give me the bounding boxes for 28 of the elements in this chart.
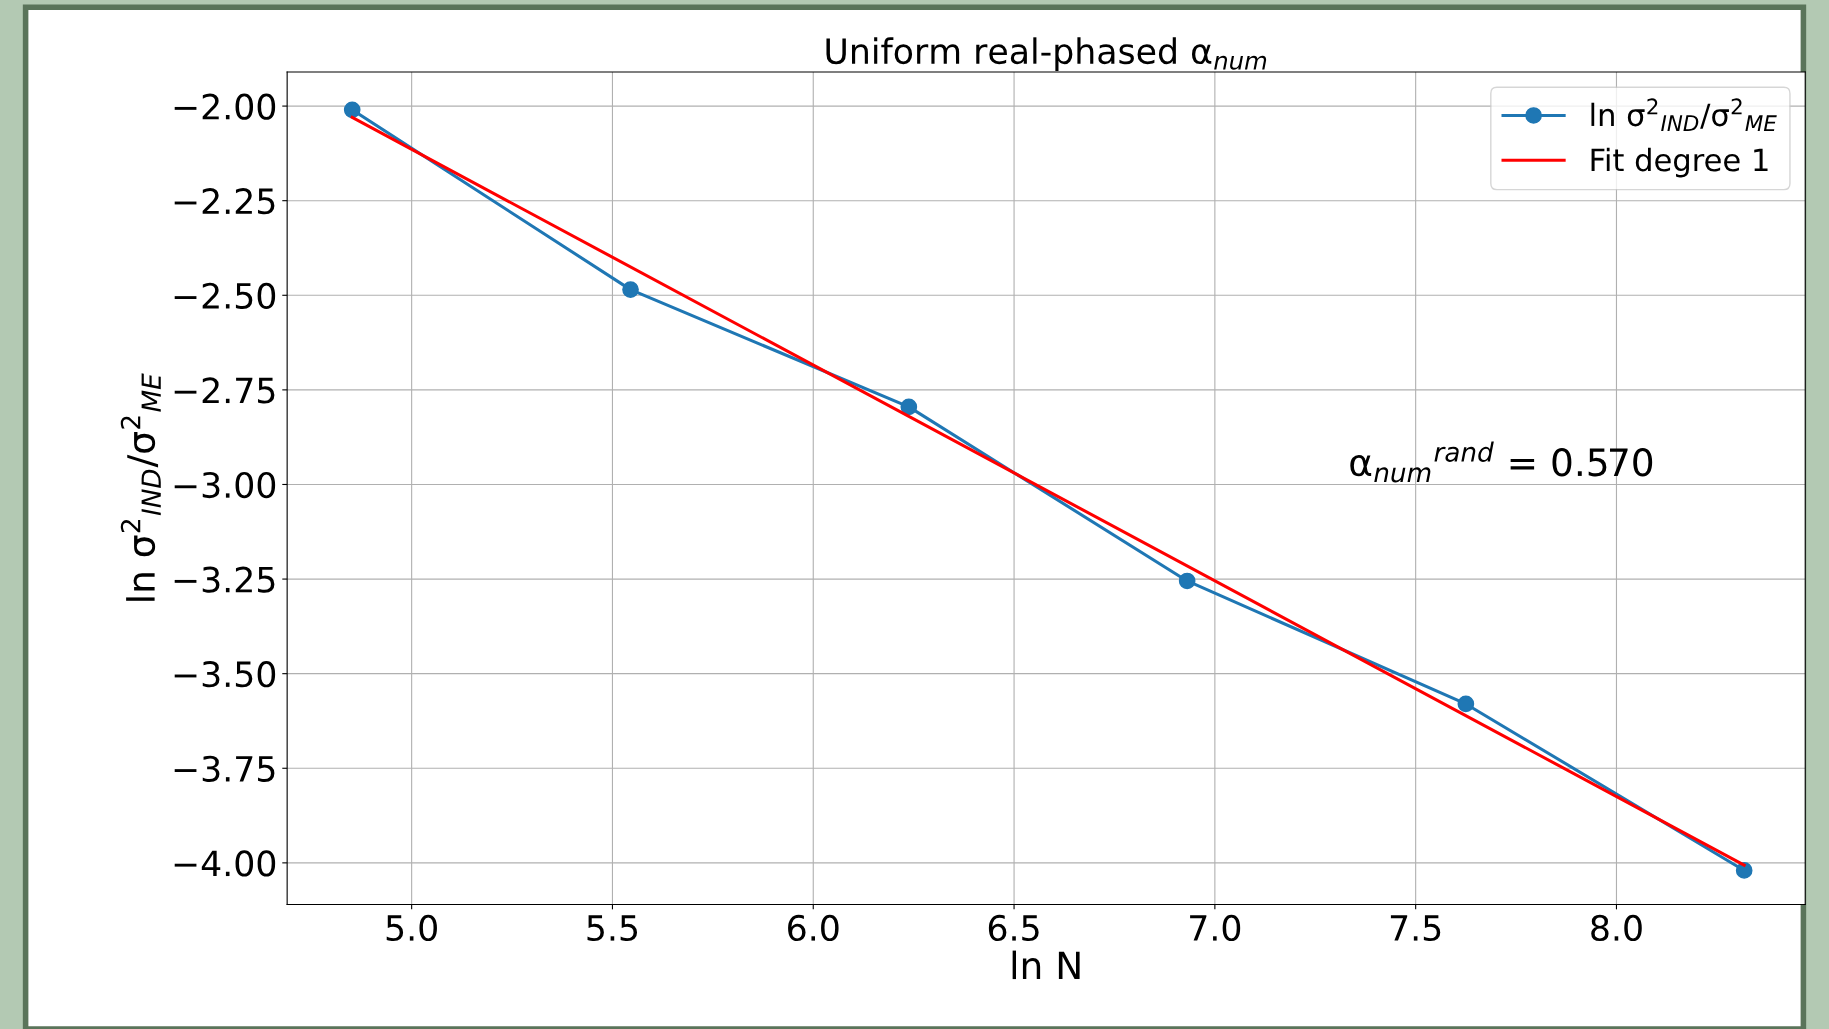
x-tick-label: 8.0: [1591, 914, 1642, 942]
annotation: α$_{num}$$^{rand}$ = 0.570: [1350, 441, 1653, 483]
chart-title: Uniform real-phased α$_{num}$: [826, 37, 1267, 71]
y-tick-label: −2.75: [174, 377, 275, 404]
y-tick-label: −3.50: [174, 661, 276, 688]
legend-label: ln σ$^{2}$$_{IND}$/σ$^{2}$$_{ME}$: [1591, 98, 1777, 131]
point: [622, 281, 639, 298]
y-tick-label: −3.75: [174, 755, 275, 782]
point: [1178, 572, 1196, 590]
point: [900, 398, 918, 416]
y-tick-label: −2.00: [174, 93, 276, 120]
x-tick-label: 5.0: [386, 914, 437, 942]
point: [1457, 695, 1475, 713]
x-axis-title: ln N: [1012, 950, 1080, 980]
y-axis-title: ln σ$^{2}$$_{IND}$/σ$^{2}$$_{ME}$: [120, 373, 161, 601]
y-tick-label: −3.25: [174, 566, 275, 593]
x-tick-label: 7.0: [1190, 914, 1241, 942]
point: [343, 101, 361, 119]
x-tick-label: 7.5: [1390, 915, 1441, 942]
x-tick-label: 6.0: [788, 914, 839, 942]
x-tick-label: 5.5: [587, 915, 638, 942]
y-tick-label: −2.25: [174, 188, 275, 215]
y-tick-label: −4.00: [174, 850, 276, 877]
legend-label: Fit degree 1: [1591, 147, 1768, 178]
y-tick-label: −3.00: [174, 471, 276, 499]
x-tick-label: 6.5: [988, 914, 1039, 942]
point: [1735, 862, 1753, 879]
y-tick-label: −2.50: [174, 282, 276, 309]
